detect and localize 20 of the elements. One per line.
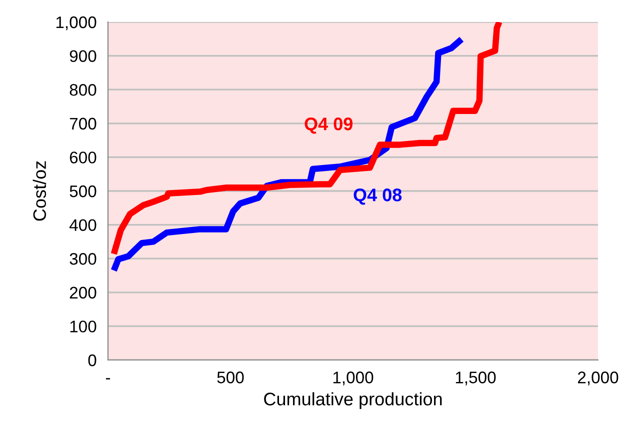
y-tick-label: 100 <box>70 320 96 332</box>
y-tick-label: 900 <box>70 50 96 62</box>
y-tick-label: 800 <box>70 84 96 96</box>
y-tick-label: 400 <box>69 219 96 232</box>
y-tick-label: 0 <box>88 354 96 366</box>
y-axis-title: Cost/oz <box>32 161 46 221</box>
y-tick-label: 500 <box>70 185 96 198</box>
y-tick-label: 300 <box>70 253 96 265</box>
y-tick-label: 700 <box>70 118 96 130</box>
y-tick-label: 1,000 <box>56 16 96 30</box>
x-tick-label: 1,500 <box>456 372 496 386</box>
x-axis-title: Cumulative production <box>264 392 442 410</box>
x-tick-label: 500 <box>217 372 244 384</box>
x-tick-label: 1,000 <box>333 372 374 386</box>
y-tick-label: 200 <box>70 286 96 299</box>
series-label: Q4 09 <box>304 118 353 134</box>
y-tick-label: 600 <box>70 152 96 164</box>
series-label: Q4 08 <box>354 188 402 205</box>
x-tick-label: - <box>106 378 110 380</box>
x-tick-label: 2,000 <box>578 372 618 386</box>
